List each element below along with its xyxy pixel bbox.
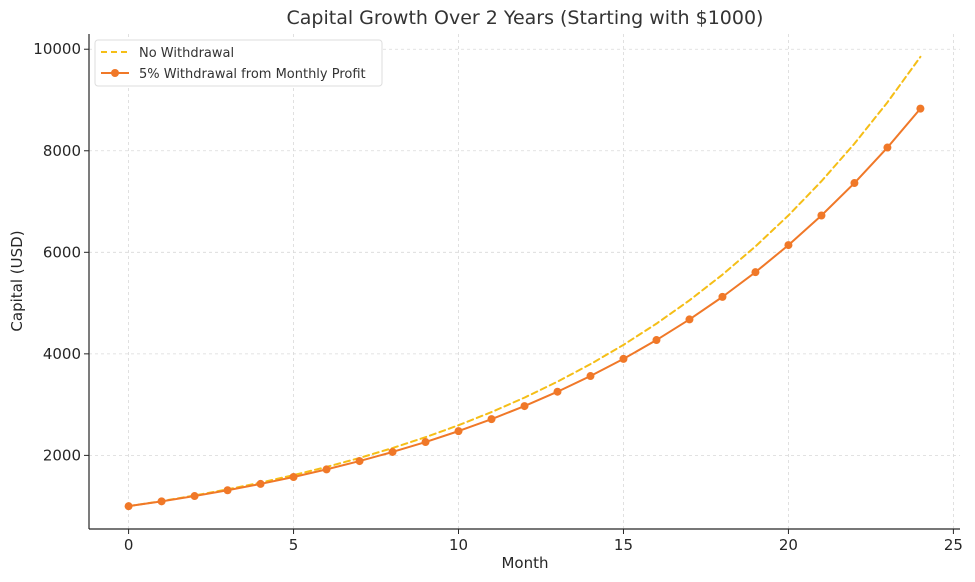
y-tick-label: 10000 [33,40,81,58]
legend-label: 5% Withdrawal from Monthly Profit [139,67,366,82]
legend-marker [111,69,119,77]
y-tick-label: 8000 [43,142,81,160]
data-point [718,292,727,301]
y-axis-label: Capital (USD) [8,230,26,331]
data-point [157,497,166,506]
data-point [883,143,892,152]
data-point [520,402,529,411]
legend-label: No Withdrawal [139,46,234,61]
x-tick-label: 25 [944,536,963,554]
series-line-2 [127,107,922,508]
data-point [685,315,694,324]
data-point [421,438,430,447]
data-point [619,354,628,363]
data-point [586,372,595,381]
data-point [817,211,826,220]
x-tick-label: 0 [124,536,134,554]
data-point [652,336,661,345]
y-tick-label: 4000 [43,345,81,363]
series-line-1 [127,55,922,508]
x-tick-label: 5 [289,536,299,554]
x-tick-label: 15 [614,536,633,554]
x-axis-label: Month [501,554,548,572]
data-point [553,387,562,396]
data-point [190,492,199,501]
data-point [355,457,364,466]
chart-title: Capital Growth Over 2 Years (Starting wi… [287,7,764,29]
series-layer [124,55,925,511]
y-tick-label: 6000 [43,243,81,261]
data-point [124,502,133,511]
data-point [322,465,331,474]
data-point [850,179,859,188]
data-point [751,268,760,277]
x-tick-label: 20 [779,536,798,554]
data-point [223,486,232,495]
y-tick-label: 2000 [43,446,81,464]
data-point [916,104,925,113]
legend-box [94,39,383,87]
data-point [487,415,496,424]
ticks-layer: 0 5 10 15 20 25 2000 4000 6000 8000 10000 [33,40,963,554]
data-point [388,447,397,456]
data-point [256,479,265,488]
grid-layer [89,34,960,529]
data-point [289,473,298,482]
x-tick-label: 10 [449,536,468,554]
axes-layer [88,34,960,530]
data-point [784,241,793,250]
legend: No Withdrawal 5% Withdrawal from Monthly … [94,39,383,87]
data-point [454,427,463,436]
